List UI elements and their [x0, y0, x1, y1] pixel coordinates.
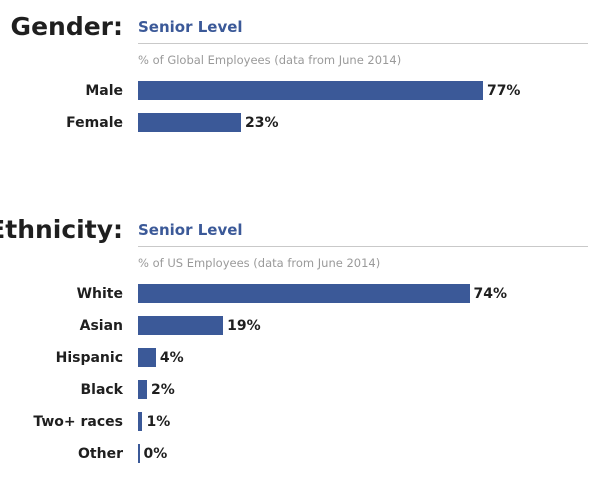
ethnicity-category-label-white: White	[76, 286, 123, 302]
gender-bar-female	[138, 113, 242, 132]
ethnicity-category-label-two-races: Two+ races	[33, 414, 123, 430]
ethnicity-chart-subtitle: Senior Level	[138, 221, 243, 239]
ethnicity-chart-note: % of US Employees (data from June 2014)	[138, 256, 381, 270]
ethnicity-bar-hispanic	[138, 348, 156, 367]
ethnicity-value-label-hispanic: 4%	[159, 350, 184, 366]
ethnicity-bar-two-races	[138, 412, 143, 431]
gender-chart-title: Gender:	[10, 12, 123, 41]
gender-value-label-female: 23%	[245, 115, 279, 131]
gender-category-label-female: Female	[66, 115, 123, 131]
gender-category-label-male: Male	[85, 83, 123, 99]
ethnicity-value-label-two-races: 1%	[146, 414, 171, 430]
gender-chart-note: % of Global Employees (data from June 20…	[138, 53, 402, 67]
gender-heading-divider	[138, 43, 588, 44]
ethnicity-category-label-hispanic: Hispanic	[55, 350, 123, 366]
ethnicity-value-label-asian: 19%	[227, 318, 261, 334]
ethnicity-category-label-other: Other	[78, 446, 123, 462]
ethnicity-value-label-other: 0%	[143, 446, 168, 462]
gender-chart-subtitle: Senior Level	[138, 18, 243, 36]
ethnicity-chart-title: Ethnicity:	[0, 215, 123, 244]
ethnicity-value-label-black: 2%	[150, 382, 175, 398]
ethnicity-bar-other	[138, 444, 140, 463]
ethnicity-bar-asian	[138, 316, 224, 335]
ethnicity-category-label-asian: Asian	[79, 318, 123, 334]
gender-value-label-male: 77%	[486, 83, 521, 99]
ethnicity-category-label-black: Black	[80, 382, 123, 398]
ethnicity-bar-white	[138, 284, 470, 303]
ethnicity-value-label-white: 74%	[473, 286, 508, 302]
gender-bar-male	[138, 81, 483, 100]
ethnicity-bar-black	[138, 380, 147, 399]
ethnicity-heading-divider	[138, 246, 588, 247]
